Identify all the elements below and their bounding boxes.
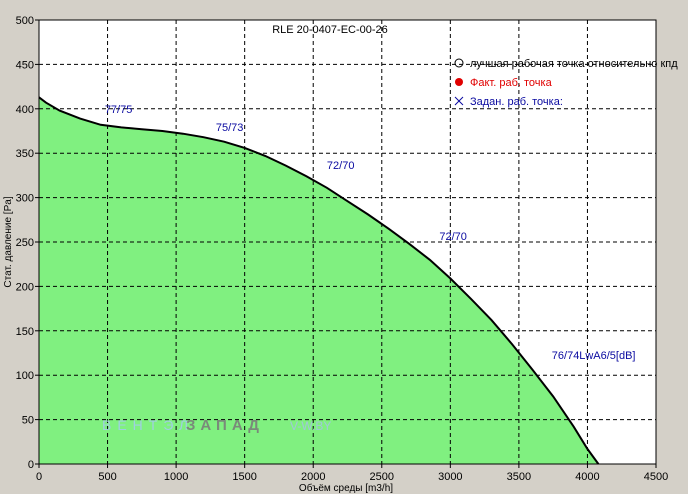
y-tick-label: 300 bbox=[16, 193, 34, 205]
sound-level-annotation: LwA6/5[dB] bbox=[579, 350, 635, 362]
x-axis-label: Объём среды [m3/h] bbox=[299, 482, 393, 494]
y-tick-label: 500 bbox=[16, 15, 34, 27]
fan-curve-line bbox=[38, 96, 600, 465]
y-tick-label: 150 bbox=[16, 326, 34, 338]
x-tick-label: 500 bbox=[98, 471, 116, 483]
watermark-site: V-W.BY bbox=[290, 419, 331, 433]
y-tick-label: 100 bbox=[16, 370, 34, 382]
y-tick-label: 0 bbox=[28, 459, 34, 471]
legend-best-point-marker bbox=[454, 58, 464, 68]
x-tick-label: 4500 bbox=[644, 471, 668, 483]
x-tick-label: 2000 bbox=[301, 471, 325, 483]
watermark: ВЕНТЭЛ ЗАПАД V-W.BY bbox=[102, 417, 331, 434]
sound-level-annotation: 72/70 bbox=[439, 231, 467, 243]
legend-actual-point-label: Факт. раб. точка bbox=[470, 77, 553, 89]
x-tick-label: 4000 bbox=[575, 471, 599, 483]
y-tick-label: 400 bbox=[16, 104, 34, 116]
legend-actual-point-marker bbox=[455, 78, 463, 86]
curve-area-fill bbox=[39, 97, 599, 465]
y-tick-label: 50 bbox=[22, 415, 34, 427]
x-tick-label: 2500 bbox=[370, 471, 394, 483]
legend-set-point-marker bbox=[454, 96, 464, 106]
y-axis-label: Стат. давление [Pa] bbox=[3, 196, 14, 287]
y-tick-label: 350 bbox=[16, 148, 34, 160]
sound-level-annotation: 77/75 bbox=[105, 104, 133, 116]
x-tick-label: 3000 bbox=[438, 471, 462, 483]
x-tick-label: 3500 bbox=[507, 471, 531, 483]
y-tick-label: 200 bbox=[16, 281, 34, 293]
legend-best-point-label: лучшая рабочая точка относительно кпд bbox=[470, 58, 678, 70]
legend: лучшая рабочая точка относительно кпд Фа… bbox=[454, 58, 678, 108]
y-tick-label: 250 bbox=[16, 237, 34, 249]
watermark-brand-2: ЗАПАД bbox=[186, 417, 264, 434]
sound-level-annotation: 76/74 bbox=[552, 350, 580, 362]
sound-level-annotation: 75/73 bbox=[216, 122, 244, 134]
legend-set-point-label: Задан. раб. точка: bbox=[470, 96, 563, 108]
chart-title: RLE 20-0407-EC-00-26 bbox=[272, 24, 388, 36]
y-tick-label: 450 bbox=[16, 59, 34, 71]
x-tick-label: 1000 bbox=[164, 471, 188, 483]
sound-level-annotation: 72/70 bbox=[327, 160, 355, 172]
x-tick-label: 1500 bbox=[232, 471, 256, 483]
watermark-brand-1: ВЕНТЭЛ bbox=[102, 417, 194, 433]
x-tick-label: 0 bbox=[36, 471, 42, 483]
